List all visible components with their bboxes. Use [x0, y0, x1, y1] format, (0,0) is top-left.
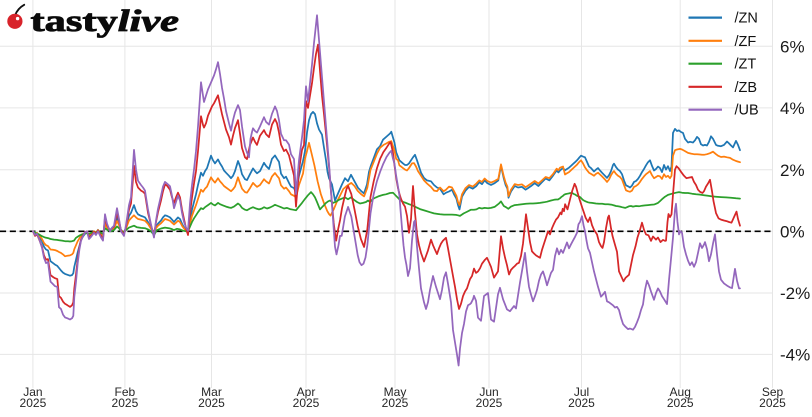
svg-text:2025: 2025 [198, 396, 225, 410]
svg-text:Mar: Mar [201, 385, 222, 399]
svg-text:/ZF: /ZF [735, 34, 757, 50]
svg-text:/ZN: /ZN [735, 11, 758, 27]
svg-text:Apr: Apr [297, 385, 316, 399]
svg-text:Aug: Aug [670, 385, 691, 399]
svg-text:6%: 6% [780, 37, 805, 56]
svg-text:/ZB: /ZB [735, 80, 758, 96]
svg-text:Jan: Jan [23, 385, 42, 399]
svg-text:2025: 2025 [568, 396, 595, 410]
svg-text:-4%: -4% [780, 346, 810, 365]
svg-text:4%: 4% [780, 99, 805, 118]
svg-text:2025: 2025 [667, 396, 694, 410]
svg-text:tastylive: tastylive [31, 4, 180, 38]
svg-text:May: May [384, 385, 407, 399]
svg-text:/ZT: /ZT [735, 57, 757, 73]
svg-text:Sep: Sep [762, 385, 784, 399]
svg-text:-2%: -2% [780, 284, 810, 303]
svg-text:0%: 0% [780, 223, 805, 242]
svg-text:2025: 2025 [112, 396, 139, 410]
svg-text:2025: 2025 [759, 396, 786, 410]
svg-text:2%: 2% [780, 161, 805, 180]
svg-text:2025: 2025 [20, 396, 47, 410]
svg-text:Jul: Jul [574, 385, 589, 399]
svg-text:2025: 2025 [293, 396, 320, 410]
svg-text:Jun: Jun [479, 385, 498, 399]
svg-text:2025: 2025 [382, 396, 409, 410]
svg-text:Feb: Feb [115, 385, 136, 399]
svg-text:2025: 2025 [476, 396, 503, 410]
svg-text:/UB: /UB [735, 103, 759, 119]
